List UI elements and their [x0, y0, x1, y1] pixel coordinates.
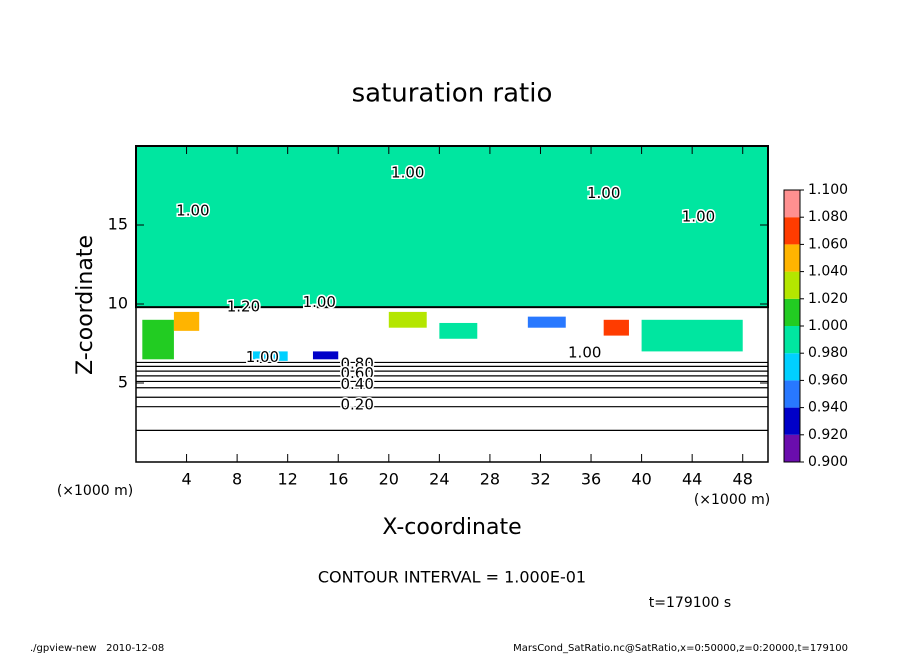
- x-tick-label: 16: [328, 470, 348, 489]
- colorbar-label: 0.960: [808, 372, 848, 388]
- x-tick-label: 44: [682, 470, 702, 489]
- x-tick-label: 28: [480, 470, 500, 489]
- colorbar-band: [784, 407, 800, 435]
- colorbar-label: 1.040: [808, 264, 848, 280]
- x-tick-label: 20: [379, 470, 399, 489]
- time-label: t=179100 s: [649, 595, 731, 611]
- y-tick-label: 15: [108, 215, 128, 234]
- contour-label: 0.80: [340, 355, 373, 373]
- x-tick-label: 36: [581, 470, 601, 489]
- y-tick-label: 5: [118, 373, 128, 392]
- colorbar-label: 0.940: [808, 400, 848, 416]
- x-tick-label: 12: [278, 470, 298, 489]
- colorbar-band: [784, 298, 800, 326]
- x-tick-label: 24: [429, 470, 449, 489]
- field-region: [641, 319, 743, 352]
- colorbar-band: [784, 244, 800, 272]
- contour-label: 1.00: [682, 208, 715, 226]
- footer-right: MarsCond_SatRatio.nc@SatRatio,x=0:50000,…: [513, 643, 848, 654]
- field-region: [173, 311, 200, 331]
- colorbar-band: [784, 190, 800, 218]
- x-tick-label: 48: [733, 470, 753, 489]
- colorbar-band: [784, 380, 800, 408]
- contour-interval: CONTOUR INTERVAL = 1.000E-01: [318, 568, 586, 587]
- field-region: [142, 319, 174, 360]
- colorbar-band: [784, 326, 800, 354]
- field-region: [439, 322, 478, 339]
- x-tick-label: 40: [631, 470, 651, 489]
- x-tick-label: 8: [232, 470, 242, 489]
- field-region: [312, 351, 339, 360]
- field-region: [527, 316, 566, 328]
- x-unit: (×1000 m): [694, 492, 770, 508]
- colorbar-label: 1.100: [808, 182, 848, 198]
- colorbar-label: 1.000: [808, 318, 848, 334]
- contour-label: 1.00: [587, 184, 620, 202]
- contour-label: 1.00: [246, 348, 279, 366]
- colorbar-band: [784, 434, 800, 462]
- colorbar-band: [784, 353, 800, 381]
- x-tick-label: 4: [181, 470, 191, 489]
- contour-label: 0.20: [340, 396, 373, 414]
- field-region: [135, 145, 769, 309]
- footer-left: ./gpview-new 2010-12-08: [30, 643, 164, 654]
- contour-label: 0.60: [340, 364, 373, 382]
- x-axis-label: X-coordinate: [382, 515, 521, 540]
- colorbar-band: [784, 271, 800, 299]
- colorbar-label: 1.060: [808, 236, 848, 252]
- field-region: [249, 351, 288, 361]
- y-unit: (×1000 m): [57, 483, 133, 499]
- x-tick-label: 32: [530, 470, 550, 489]
- contour-label: 1.00: [391, 163, 424, 181]
- field-region: [603, 319, 629, 336]
- colorbar-label: 0.900: [808, 454, 848, 470]
- contour-label: 1.20: [227, 298, 260, 316]
- field-region: [388, 311, 427, 328]
- contour-label: 1.00: [303, 293, 336, 311]
- contour-label: 1.00: [568, 343, 601, 361]
- colorbar-band: [784, 217, 800, 245]
- contour-label: 0.40: [340, 375, 373, 393]
- colorbar-label: 0.920: [808, 427, 848, 443]
- y-tick-label: 10: [108, 294, 128, 313]
- colorbar-label: 1.020: [808, 291, 848, 307]
- y-axis-label: Z-coordinate: [73, 235, 98, 375]
- colorbar-label: 0.980: [808, 345, 848, 361]
- chart-title: saturation ratio: [352, 79, 553, 109]
- colorbar-label: 1.080: [808, 209, 848, 225]
- contour-label: 1.00: [176, 201, 209, 219]
